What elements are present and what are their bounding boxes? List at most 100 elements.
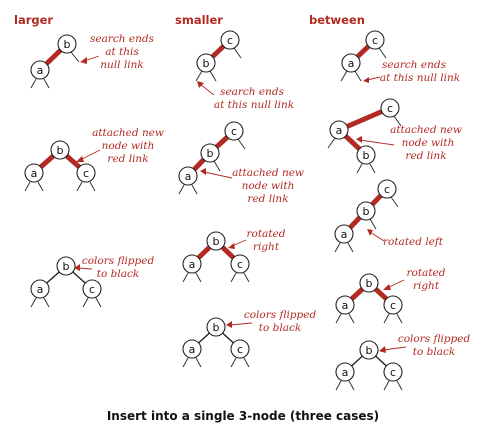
node-c — [383, 362, 403, 382]
node-label-a: a — [37, 283, 44, 296]
annotation-line: red link — [107, 153, 148, 165]
node-label-c: c — [83, 167, 89, 180]
smaller-step3-tree: b a c — [182, 231, 250, 283]
node-label-a: a — [341, 228, 348, 241]
annotation-line: search ends — [90, 33, 155, 45]
node-label-c: c — [231, 125, 237, 138]
node-b — [56, 256, 76, 276]
annotation-line: null link — [100, 59, 143, 71]
annotation-line: at this null link — [380, 72, 460, 84]
node-c — [230, 339, 250, 359]
node-a — [329, 120, 349, 140]
figure-caption: Insert into a single 3-node (three cases… — [107, 409, 379, 423]
node-label-b: b — [203, 57, 210, 70]
node-b — [196, 53, 216, 73]
between-step5-tree: b a c — [335, 340, 403, 391]
larger-annotation-search-ends: search ends at this null link — [80, 33, 155, 71]
annotation-arrow — [229, 322, 253, 326]
annotation-line: rotated — [247, 228, 286, 240]
annotation-arrow — [382, 346, 407, 351]
annotation-line: attached new — [232, 167, 304, 179]
larger-step2-tree: b a c — [24, 140, 96, 192]
node-a — [334, 224, 354, 244]
node-label-a: a — [342, 299, 349, 312]
node-b — [206, 317, 226, 337]
smaller-step4-tree: b a c — [182, 317, 250, 368]
larger-annotation-colors-flipped: colors flipped to black — [74, 255, 154, 280]
between-step3-tree: c b a — [334, 179, 399, 253]
between-step1-tree: c a — [340, 30, 387, 82]
node-c — [365, 30, 385, 50]
column-header-between: between — [309, 13, 365, 27]
node-label-b: b — [213, 235, 220, 248]
annotation-line: colors flipped — [244, 309, 317, 321]
between-annotation-colors-flipped: colors flipped to black — [379, 333, 470, 358]
annotation-arrow — [199, 83, 215, 96]
smaller-annotation-attached: attached new node with red link — [200, 167, 304, 205]
between-annotation-rotated-right: rotated right — [383, 267, 446, 292]
annotation-line: node with — [402, 137, 455, 149]
annotation-arrow — [77, 267, 93, 270]
between-step4-tree: b a c — [335, 273, 403, 324]
node-a — [335, 295, 355, 315]
node-label-b: b — [64, 38, 71, 51]
node-label-a: a — [189, 258, 196, 271]
smaller-step2-tree: c b a — [178, 121, 246, 195]
annotation-line: colors flipped — [82, 255, 155, 267]
annotation-line: at this — [105, 46, 139, 58]
between-annotation-search-ends: search ends at this null link — [363, 59, 460, 84]
node-label-c: c — [227, 34, 233, 47]
node-b — [50, 140, 70, 160]
annotation-line: attached new — [92, 127, 164, 139]
node-a — [341, 53, 361, 73]
node-b — [356, 201, 376, 221]
node-c — [380, 98, 400, 118]
smaller-annotation-search-ends: search ends at this null link — [197, 81, 294, 111]
annotation-arrow — [79, 149, 101, 161]
annotation-line: search ends — [382, 59, 447, 71]
node-c — [76, 163, 96, 183]
node-a — [182, 339, 202, 359]
annotation-line: attached new — [390, 124, 462, 136]
node-c — [383, 295, 403, 315]
annotation-line: to black — [259, 322, 301, 334]
smaller-annotation-colors-flipped: colors flipped to black — [226, 309, 316, 334]
node-label-c: c — [237, 258, 243, 271]
node-label-a: a — [342, 366, 349, 379]
node-label-a: a — [37, 64, 44, 77]
larger-step3-tree: b a c — [30, 256, 102, 308]
annotation-line: to black — [97, 268, 139, 280]
between-annotation-rotated-left: rotated left — [367, 229, 444, 248]
node-c — [230, 254, 250, 274]
smaller-annotation-rotated-right: rotated right — [228, 228, 286, 253]
node-a — [335, 362, 355, 382]
between-step2-tree: c a b — [327, 98, 402, 174]
node-a — [30, 279, 50, 299]
node-label-c: c — [89, 283, 95, 296]
node-label-c: c — [390, 299, 396, 312]
node-b — [57, 34, 77, 54]
node-label-b: b — [57, 144, 64, 157]
annotation-line: node with — [102, 140, 155, 152]
annotation-line: to black — [413, 346, 455, 358]
annotation-line: right — [413, 280, 440, 292]
node-label-c: c — [372, 34, 378, 47]
node-label-b: b — [207, 147, 214, 160]
larger-annotation-attached: attached new node with red link — [76, 127, 164, 165]
node-label-c: c — [387, 102, 393, 115]
node-a — [182, 254, 202, 274]
annotation-arrow — [369, 231, 385, 242]
column-header-smaller: smaller — [175, 13, 223, 27]
node-label-a: a — [336, 124, 343, 137]
node-b — [359, 273, 379, 293]
between-annotation-attached: attached new node with red link — [356, 124, 462, 162]
annotation-line: at this null link — [214, 99, 294, 111]
annotation-arrow — [203, 171, 233, 179]
annotation-line: rotated left — [383, 236, 444, 248]
annotation-arrow — [359, 139, 395, 146]
column-header-larger: larger — [14, 13, 53, 27]
node-a — [24, 163, 44, 183]
node-label-b: b — [363, 205, 370, 218]
annotation-line: red link — [247, 193, 288, 205]
